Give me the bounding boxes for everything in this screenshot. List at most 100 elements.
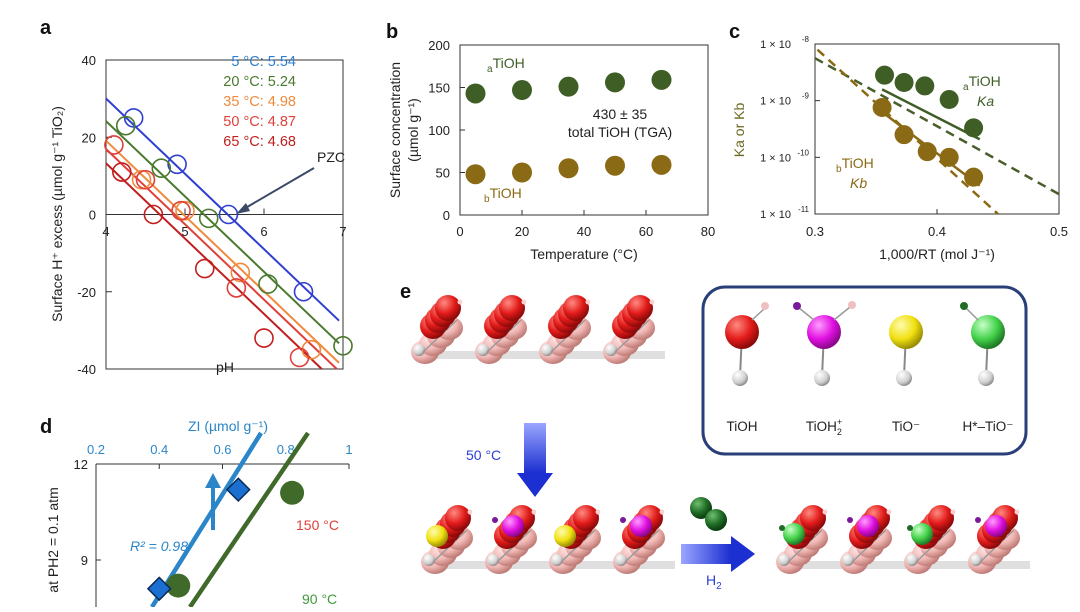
panel-c-atioh-label: aTiOH [963,73,1001,93]
c-point [964,118,984,138]
h-atom [822,509,828,515]
legend-species-atom [807,315,841,349]
panel-a-x-axis-label: pH [216,359,234,375]
tioh2-site [502,515,524,537]
panel-c-x-axis-label: 1,000/RT (mol J⁻¹) [879,246,995,262]
c-point [894,125,914,145]
legend-o-atom [732,370,748,386]
panel-d: d 0.2 0.4 0.6 0.8 1 12 9 ZI (µmol g⁻¹) at PH2 … [40,416,353,609]
panel-b-atioh-label: aTiOH [487,55,525,75]
panel-c-label: c [729,21,740,43]
tioh2-site [857,515,879,537]
panel-c-btioh-label: bTiOH [836,155,874,175]
c-x-tick-label: 0.4 [928,224,946,239]
surface-slab-heated [421,505,675,574]
legend-bond [751,307,766,321]
panel-c-ticks: 0.3 0.4 0.5 1 × 10 -8 1 × 10 -9 1 × 10 -10 1 × 10… [760,35,1068,239]
a-y-tick-label: 20 [82,130,96,145]
panel-b-y-axis-label-1: Surface concentration [387,62,403,198]
legend-label-tioh: TiOH [727,419,758,434]
a-fit-line-1 [105,120,340,345]
c-ka-fit [881,88,981,141]
oh-oxygen [928,505,954,531]
legend-o-atom [978,370,994,386]
h2-atom-2 [705,509,727,531]
panel-c-data-points [872,65,984,187]
c-y-tick-label: 1 × 10 -8 [760,35,809,51]
a-point [230,262,251,283]
b-point [651,69,672,90]
d-y-tick-label: 12 [74,457,88,472]
h-atom [492,517,498,523]
oh-oxygen [499,295,525,321]
legend-h-atom [848,301,856,309]
panel-d-data-points [146,477,305,602]
d-zi-tick-label: 0.2 [87,442,105,457]
c-point [915,76,935,96]
d-zi-point [225,477,251,502]
zi-arrowhead [205,473,221,488]
a-point [226,278,247,298]
panel-c: c 0.3 0.4 0.5 1 × 10 -8 1 × 10 -9 1 × 10 -10 1 × … [729,21,1068,262]
legend-entry-20c: 20 °C: 5.24 [223,74,296,90]
b-point [558,158,579,179]
o-atom [413,344,425,356]
b-point [512,162,532,183]
b-point [605,155,625,176]
b-point [465,164,486,185]
b-y-tick-label: 50 [436,166,450,181]
h-atom [585,299,591,305]
h2-label: H2 [706,572,722,592]
oh-oxygen [435,295,461,321]
a-fit-line-2 [105,139,340,364]
b-point [558,76,579,97]
a-point [131,169,152,190]
oh-oxygen [627,295,653,321]
a-x-tick-label: 4 [102,224,109,239]
label-150c: 150 °C [296,517,339,533]
h-atom [620,517,626,523]
a-x-tick-label: 5 [181,224,188,239]
b-x-tick-label: 80 [701,224,715,239]
c-y-tick-label: 1 × 10 -9 [760,92,809,108]
panel-b-annotation-2: total TiOH (TGA) [568,124,672,140]
c-point [939,147,959,167]
legend-h-atom [793,302,801,310]
label-90c: 90 °C [302,591,337,607]
panel-e-label: e [400,281,411,303]
a-fit-line-0 [105,97,340,322]
o-atom [423,554,435,566]
h-atom [659,509,665,515]
h2-atom-1 [690,497,712,519]
h-atom [531,509,537,515]
legend-h-atom [761,302,769,310]
h-atom [649,299,655,305]
pzc-arrow [241,167,315,211]
a-point [123,108,144,128]
a-point [198,208,219,229]
b-point [651,154,672,175]
b-y-tick-label: 100 [428,123,450,138]
c-point [964,167,984,187]
h-atom [779,525,785,531]
panel-c-y-axis-label: Ka or Kb [731,103,747,158]
b-x-tick-label: 20 [515,224,529,239]
legend-bond [965,307,979,321]
legend-o-atom [896,370,912,386]
d-point-90c [166,573,191,598]
b-point [605,72,625,93]
o-atom [541,344,553,356]
c-point [917,142,937,162]
panel-b-x-axis-label: Temperature (°C) [530,246,638,262]
panel-b: b 0 20 40 60 80 0 50 100 150 200 Surface concentr… [386,21,715,262]
a-point [175,200,195,221]
o-atom [551,554,563,566]
h-atom [847,517,853,523]
h-atom [1014,509,1020,515]
panel-b-annotation-1: 430 ± 35 [593,106,648,122]
a-point [258,274,278,294]
b-y-tick-label: 150 [428,81,450,96]
panel-d-label: d [40,416,52,438]
legend-label-tioh2: TiOH2+ [806,417,842,437]
a-point [218,204,239,225]
